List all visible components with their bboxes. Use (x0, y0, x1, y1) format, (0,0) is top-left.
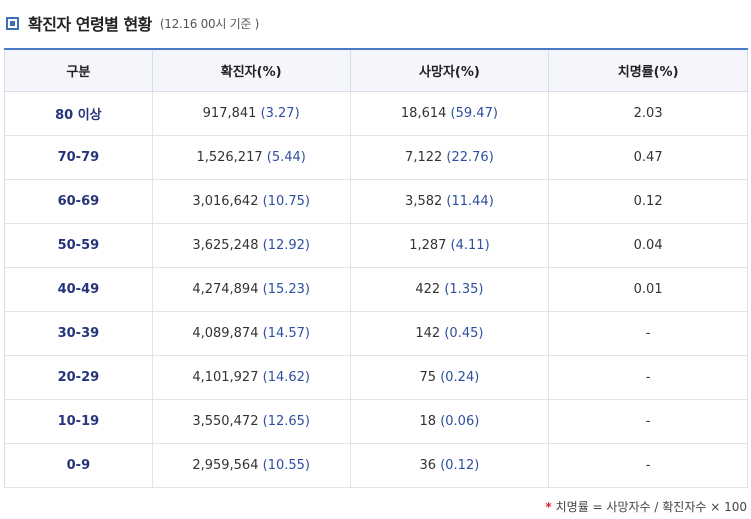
cases-value: 4,101,927 (192, 369, 259, 385)
table-row: 80 이상 917,841 (3.27) 18,614 (59.47) 2.03 (4, 90, 748, 136)
deaths-value: 18 (419, 413, 437, 429)
deaths-percent: (22.76) (446, 149, 494, 165)
cases-value: 3,016,642 (192, 193, 259, 209)
age-group-cell: 60-69 (4, 178, 153, 224)
deaths-percent: (59.47) (450, 105, 498, 121)
age-group-cell: 20-29 (4, 354, 153, 400)
cases-percent: (14.57) (262, 325, 310, 341)
fatality-cell: 0.12 (548, 178, 748, 224)
fatality-cell: - (548, 310, 748, 356)
table-row: 70-79 1,526,217 (5.44) 7,122 (22.76) 0.47 (4, 134, 748, 180)
cases-percent: (14.62) (262, 369, 310, 385)
fatality-cell: - (548, 354, 748, 400)
square-bullet-icon (6, 16, 19, 30)
cases-cell: 3,550,472 (12.65) (151, 398, 351, 444)
cases-percent: (12.92) (262, 237, 310, 253)
cases-value: 917,841 (202, 105, 257, 121)
cases-value: 4,274,894 (192, 281, 259, 297)
footnote-marker: * (545, 500, 552, 514)
cases-percent: (3.27) (260, 105, 300, 121)
deaths-cell: 7,122 (22.76) (349, 134, 550, 180)
deaths-value: 1,287 (409, 237, 447, 253)
fatality-cell: 0.47 (548, 134, 748, 180)
table-header-row: 구분 확진자(%) 사망자(%) 치명률(%) (4, 49, 748, 92)
section-header: 확진자 연령별 현황 (12.16 00시 기준 ) (6, 10, 259, 36)
cases-cell: 4,274,894 (15.23) (151, 266, 351, 312)
deaths-cell: 75 (0.24) (349, 354, 550, 400)
cases-value: 4,089,874 (192, 325, 259, 341)
deaths-value: 36 (419, 457, 437, 473)
deaths-cell: 1,287 (4.11) (349, 222, 550, 268)
fatality-cell: 0.01 (548, 266, 748, 312)
cases-cell: 2,959,564 (10.55) (151, 442, 351, 488)
deaths-percent: (11.44) (446, 193, 494, 209)
fatality-cell: - (548, 442, 748, 488)
column-header-cases: 확진자(%) (151, 49, 351, 92)
cases-value: 1,526,217 (196, 149, 263, 165)
table-row: 10-19 3,550,472 (12.65) 18 (0.06) - (4, 398, 748, 444)
deaths-value: 422 (415, 281, 441, 297)
cases-value: 2,959,564 (192, 457, 259, 473)
cases-cell: 4,101,927 (14.62) (151, 354, 351, 400)
age-group-cell: 40-49 (4, 266, 153, 312)
deaths-value: 7,122 (405, 149, 443, 165)
age-group-cell: 70-79 (4, 134, 153, 180)
age-group-cell: 80 이상 (4, 90, 153, 136)
cases-percent: (15.23) (262, 281, 310, 297)
table-row: 60-69 3,016,642 (10.75) 3,582 (11.44) 0.12 (4, 178, 748, 224)
cases-cell: 4,089,874 (14.57) (151, 310, 351, 356)
deaths-cell: 142 (0.45) (349, 310, 550, 356)
cases-percent: (10.75) (262, 193, 310, 209)
age-group-cell: 50-59 (4, 222, 153, 268)
cases-percent: (10.55) (262, 457, 310, 473)
deaths-percent: (0.06) (440, 413, 480, 429)
deaths-value: 75 (419, 369, 437, 385)
cases-cell: 917,841 (3.27) (151, 90, 351, 136)
column-header-deaths: 사망자(%) (349, 49, 550, 92)
deaths-cell: 36 (0.12) (349, 442, 550, 488)
column-header-age: 구분 (4, 49, 153, 92)
cases-value: 3,625,248 (192, 237, 259, 253)
deaths-cell: 18 (0.06) (349, 398, 550, 444)
age-group-cell: 0-9 (4, 442, 153, 488)
fatality-cell: 2.03 (548, 90, 748, 136)
deaths-percent: (0.12) (440, 457, 480, 473)
deaths-cell: 3,582 (11.44) (349, 178, 550, 224)
cases-cell: 1,526,217 (5.44) (151, 134, 351, 180)
table-row: 40-49 4,274,894 (15.23) 422 (1.35) 0.01 (4, 266, 748, 312)
fatality-cell: 0.04 (548, 222, 748, 268)
deaths-percent: (1.35) (444, 281, 484, 297)
deaths-cell: 18,614 (59.47) (349, 90, 550, 136)
age-stats-table: 구분 확진자(%) 사망자(%) 치명률(%) 80 이상 917,841 (3.… (4, 48, 748, 488)
age-group-cell: 10-19 (4, 398, 153, 444)
table-row: 0-9 2,959,564 (10.55) 36 (0.12) - (4, 442, 748, 488)
table-row: 50-59 3,625,248 (12.92) 1,287 (4.11) 0.04 (4, 222, 748, 268)
page-subtitle: (12.16 00시 기준 ) (159, 16, 259, 31)
page-title: 확진자 연령별 현황 (28, 15, 152, 34)
cases-value: 3,550,472 (192, 413, 259, 429)
deaths-value: 142 (415, 325, 441, 341)
deaths-percent: (0.24) (440, 369, 480, 385)
footnote: * 치명률 = 사망자수 / 확진자수 × 100 (545, 498, 747, 515)
column-header-fatality: 치명률(%) (548, 49, 748, 92)
fatality-cell: - (548, 398, 748, 444)
deaths-percent: (0.45) (444, 325, 484, 341)
deaths-value: 18,614 (400, 105, 447, 121)
cases-percent: (5.44) (266, 149, 306, 165)
deaths-percent: (4.11) (450, 237, 490, 253)
footnote-text: 치명률 = 사망자수 / 확진자수 × 100 (555, 500, 747, 514)
cases-percent: (12.65) (262, 413, 310, 429)
deaths-cell: 422 (1.35) (349, 266, 550, 312)
table-row: 30-39 4,089,874 (14.57) 142 (0.45) - (4, 310, 748, 356)
age-group-cell: 30-39 (4, 310, 153, 356)
table-row: 20-29 4,101,927 (14.62) 75 (0.24) - (4, 354, 748, 400)
deaths-value: 3,582 (405, 193, 443, 209)
cases-cell: 3,625,248 (12.92) (151, 222, 351, 268)
cases-cell: 3,016,642 (10.75) (151, 178, 351, 224)
